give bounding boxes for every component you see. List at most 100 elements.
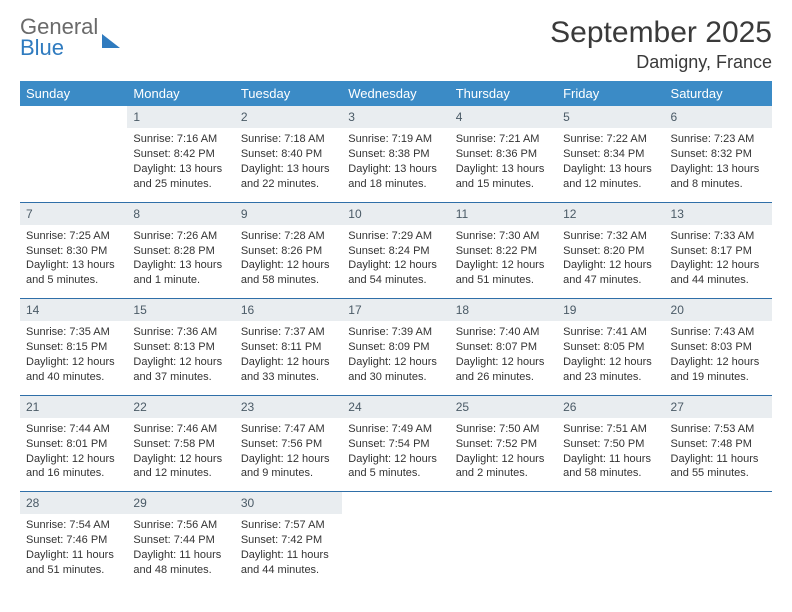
day-number: 12	[557, 203, 664, 225]
sunrise-text: Sunrise: 7:51 AM	[563, 422, 658, 437]
day-body: Sunrise: 7:36 AMSunset: 8:13 PMDaylight:…	[127, 321, 234, 394]
day-body: Sunrise: 7:23 AMSunset: 8:32 PMDaylight:…	[665, 128, 772, 201]
day-number: 22	[127, 396, 234, 418]
day-body: Sunrise: 7:28 AMSunset: 8:26 PMDaylight:…	[235, 225, 342, 298]
calendar-day-cell: 28Sunrise: 7:54 AMSunset: 7:46 PMDayligh…	[20, 492, 127, 588]
daylight-text: Daylight: 12 hours and 51 minutes.	[456, 258, 551, 288]
day-body	[342, 514, 449, 574]
daylight-text: Daylight: 12 hours and 30 minutes.	[348, 355, 443, 385]
day-number: 14	[20, 299, 127, 321]
day-number: 15	[127, 299, 234, 321]
sunrise-text: Sunrise: 7:33 AM	[671, 229, 766, 244]
day-number: 28	[20, 492, 127, 514]
day-number: 19	[557, 299, 664, 321]
sunset-text: Sunset: 8:42 PM	[133, 147, 228, 162]
sunset-text: Sunset: 8:01 PM	[26, 437, 121, 452]
weekday-header: Friday	[557, 81, 664, 106]
day-number: 5	[557, 106, 664, 128]
calendar-day-cell: 15Sunrise: 7:36 AMSunset: 8:13 PMDayligh…	[127, 299, 234, 396]
day-body: Sunrise: 7:37 AMSunset: 8:11 PMDaylight:…	[235, 321, 342, 394]
sunset-text: Sunset: 7:50 PM	[563, 437, 658, 452]
sunset-text: Sunset: 8:05 PM	[563, 340, 658, 355]
day-body: Sunrise: 7:50 AMSunset: 7:52 PMDaylight:…	[450, 418, 557, 491]
weekday-header: Tuesday	[235, 81, 342, 106]
sunrise-text: Sunrise: 7:35 AM	[26, 325, 121, 340]
daylight-text: Daylight: 13 hours and 25 minutes.	[133, 162, 228, 192]
day-number: 16	[235, 299, 342, 321]
calendar-day-cell: 9Sunrise: 7:28 AMSunset: 8:26 PMDaylight…	[235, 202, 342, 299]
calendar-day-cell	[20, 106, 127, 202]
sunrise-text: Sunrise: 7:37 AM	[241, 325, 336, 340]
daylight-text: Daylight: 12 hours and 58 minutes.	[241, 258, 336, 288]
calendar-day-cell: 30Sunrise: 7:57 AMSunset: 7:42 PMDayligh…	[235, 492, 342, 588]
day-body: Sunrise: 7:33 AMSunset: 8:17 PMDaylight:…	[665, 225, 772, 298]
calendar-day-cell: 11Sunrise: 7:30 AMSunset: 8:22 PMDayligh…	[450, 202, 557, 299]
calendar-day-cell: 5Sunrise: 7:22 AMSunset: 8:34 PMDaylight…	[557, 106, 664, 202]
calendar-day-cell: 13Sunrise: 7:33 AMSunset: 8:17 PMDayligh…	[665, 202, 772, 299]
sunrise-text: Sunrise: 7:36 AM	[133, 325, 228, 340]
sunset-text: Sunset: 7:48 PM	[671, 437, 766, 452]
day-number: 9	[235, 203, 342, 225]
sunrise-text: Sunrise: 7:32 AM	[563, 229, 658, 244]
daylight-text: Daylight: 12 hours and 26 minutes.	[456, 355, 551, 385]
sunset-text: Sunset: 7:52 PM	[456, 437, 551, 452]
daylight-text: Daylight: 11 hours and 44 minutes.	[241, 548, 336, 578]
day-number: 18	[450, 299, 557, 321]
day-number: 4	[450, 106, 557, 128]
calendar-week-row: 21Sunrise: 7:44 AMSunset: 8:01 PMDayligh…	[20, 395, 772, 492]
daylight-text: Daylight: 13 hours and 22 minutes.	[241, 162, 336, 192]
sunrise-text: Sunrise: 7:39 AM	[348, 325, 443, 340]
day-body: Sunrise: 7:29 AMSunset: 8:24 PMDaylight:…	[342, 225, 449, 298]
calendar-day-cell: 19Sunrise: 7:41 AMSunset: 8:05 PMDayligh…	[557, 299, 664, 396]
calendar-day-cell: 10Sunrise: 7:29 AMSunset: 8:24 PMDayligh…	[342, 202, 449, 299]
day-body: Sunrise: 7:43 AMSunset: 8:03 PMDaylight:…	[665, 321, 772, 394]
day-number: 21	[20, 396, 127, 418]
sunset-text: Sunset: 8:17 PM	[671, 244, 766, 259]
day-number: 2	[235, 106, 342, 128]
day-number: 24	[342, 396, 449, 418]
day-number: 1	[127, 106, 234, 128]
calendar-day-cell: 21Sunrise: 7:44 AMSunset: 8:01 PMDayligh…	[20, 395, 127, 492]
sunset-text: Sunset: 8:36 PM	[456, 147, 551, 162]
day-body: Sunrise: 7:51 AMSunset: 7:50 PMDaylight:…	[557, 418, 664, 491]
calendar-day-cell: 18Sunrise: 7:40 AMSunset: 8:07 PMDayligh…	[450, 299, 557, 396]
daylight-text: Daylight: 13 hours and 1 minute.	[133, 258, 228, 288]
sunset-text: Sunset: 8:38 PM	[348, 147, 443, 162]
daylight-text: Daylight: 13 hours and 12 minutes.	[563, 162, 658, 192]
header: General Blue September 2025 Damigny, Fra…	[20, 16, 772, 73]
calendar-day-cell: 26Sunrise: 7:51 AMSunset: 7:50 PMDayligh…	[557, 395, 664, 492]
calendar-day-cell: 3Sunrise: 7:19 AMSunset: 8:38 PMDaylight…	[342, 106, 449, 202]
sunset-text: Sunset: 8:34 PM	[563, 147, 658, 162]
calendar-day-cell: 24Sunrise: 7:49 AMSunset: 7:54 PMDayligh…	[342, 395, 449, 492]
day-number: 25	[450, 396, 557, 418]
day-body: Sunrise: 7:19 AMSunset: 8:38 PMDaylight:…	[342, 128, 449, 201]
sunrise-text: Sunrise: 7:57 AM	[241, 518, 336, 533]
sunrise-text: Sunrise: 7:47 AM	[241, 422, 336, 437]
sunrise-text: Sunrise: 7:26 AM	[133, 229, 228, 244]
day-body	[20, 128, 127, 188]
sunrise-text: Sunrise: 7:54 AM	[26, 518, 121, 533]
day-number: 13	[665, 203, 772, 225]
day-body: Sunrise: 7:49 AMSunset: 7:54 PMDaylight:…	[342, 418, 449, 491]
triangle-icon	[102, 34, 120, 48]
sunset-text: Sunset: 8:22 PM	[456, 244, 551, 259]
daylight-text: Daylight: 13 hours and 18 minutes.	[348, 162, 443, 192]
weekday-header: Wednesday	[342, 81, 449, 106]
title-block: September 2025 Damigny, France	[550, 16, 772, 73]
day-body	[450, 514, 557, 574]
calendar-day-cell: 12Sunrise: 7:32 AMSunset: 8:20 PMDayligh…	[557, 202, 664, 299]
day-body: Sunrise: 7:54 AMSunset: 7:46 PMDaylight:…	[20, 514, 127, 587]
sunrise-text: Sunrise: 7:43 AM	[671, 325, 766, 340]
sunset-text: Sunset: 8:09 PM	[348, 340, 443, 355]
day-number: 29	[127, 492, 234, 514]
sunset-text: Sunset: 8:07 PM	[456, 340, 551, 355]
calendar-day-cell: 22Sunrise: 7:46 AMSunset: 7:58 PMDayligh…	[127, 395, 234, 492]
logo: General Blue	[20, 16, 120, 59]
daylight-text: Daylight: 12 hours and 40 minutes.	[26, 355, 121, 385]
sunset-text: Sunset: 8:26 PM	[241, 244, 336, 259]
day-body	[557, 514, 664, 574]
day-number: 8	[127, 203, 234, 225]
sunrise-text: Sunrise: 7:50 AM	[456, 422, 551, 437]
sunset-text: Sunset: 7:44 PM	[133, 533, 228, 548]
daylight-text: Daylight: 12 hours and 33 minutes.	[241, 355, 336, 385]
